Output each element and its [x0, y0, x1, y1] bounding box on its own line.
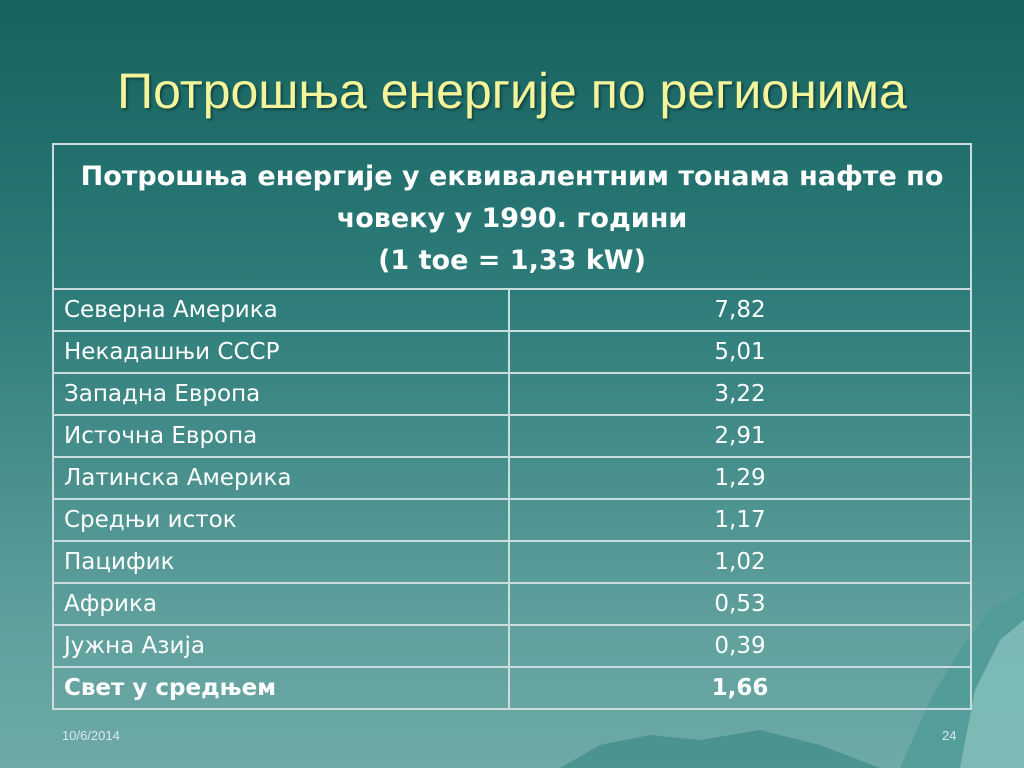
- table-row: Свет у средњем 1,66: [52, 666, 972, 710]
- value-cell: 1,66: [508, 666, 972, 710]
- value-cell: 7,82: [508, 288, 972, 332]
- table-row: Западна Европа 3,22: [52, 372, 972, 416]
- table-row: Источна Европа 2,91: [52, 414, 972, 458]
- page-number: 24: [942, 728, 957, 743]
- value-cell: 3,22: [508, 372, 972, 416]
- region-cell: Западна Европа: [52, 372, 510, 416]
- value-cell: 0,53: [508, 582, 972, 626]
- table-row: Северна Америка 7,82: [52, 288, 972, 332]
- slide-title: Потрошња енергије по регионима: [117, 63, 907, 119]
- value-cell: 2,91: [508, 414, 972, 458]
- value-cell: 0,39: [508, 624, 972, 668]
- footer-date: 10/6/2014: [62, 728, 120, 743]
- region-cell: Пацифик: [52, 540, 510, 584]
- region-cell: Свет у средњем: [52, 666, 510, 710]
- table-row: Средњи исток 1,17: [52, 498, 972, 542]
- header-text: Потрошња енергије у еквивалентним тонама…: [80, 160, 944, 234]
- value-cell: 1,29: [508, 456, 972, 500]
- table-row: Африка 0,53: [52, 582, 972, 626]
- region-cell: Северна Америка: [52, 288, 510, 332]
- region-cell: Некадашњи СССР: [52, 330, 510, 374]
- table-row: Латинска Америка 1,29: [52, 456, 972, 500]
- value-cell: 1,02: [508, 540, 972, 584]
- region-cell: Латинска Америка: [52, 456, 510, 500]
- region-cell: Африка: [52, 582, 510, 626]
- table-row: Пацифик 1,02: [52, 540, 972, 584]
- table-row: Јужна Азија 0,39: [52, 624, 972, 668]
- region-cell: Јужна Азија: [52, 624, 510, 668]
- region-cell: Средњи исток: [52, 498, 510, 542]
- table-header: Потрошња енергије у еквивалентним тонама…: [52, 143, 972, 290]
- value-cell: 5,01: [508, 330, 972, 374]
- value-cell: 1,17: [508, 498, 972, 542]
- data-table: Потрошња енергије у еквивалентним тонама…: [52, 143, 972, 710]
- table-row: Некадашњи СССР 5,01: [52, 330, 972, 374]
- header-unit: (1 toe = 1,33 kW): [378, 244, 646, 276]
- region-cell: Источна Европа: [52, 414, 510, 458]
